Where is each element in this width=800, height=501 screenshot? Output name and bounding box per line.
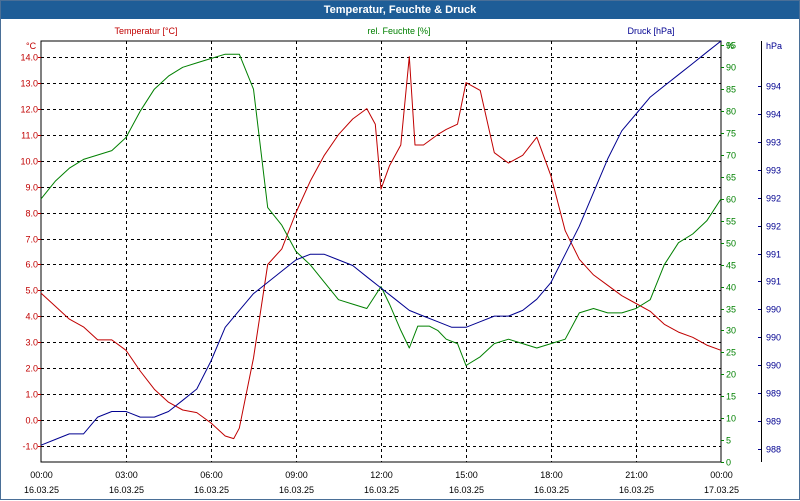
humidity-tick-label: 70	[726, 151, 736, 161]
humidity-tick-label: 80	[726, 107, 736, 117]
temperature-tick-label: 14.0	[20, 53, 38, 63]
x-tick-date: 16.03.25	[194, 485, 229, 495]
humidity-tick-label: 30	[726, 326, 736, 336]
humidity-tick-label: 15	[726, 392, 736, 402]
temperature-tick-label: 10.0	[20, 157, 38, 167]
x-tick-date: 17.03.25	[704, 485, 739, 495]
x-tick-date: 16.03.25	[364, 485, 399, 495]
pressure-tick-label: 993	[766, 138, 781, 148]
temperature-tick-label: 5.0	[25, 286, 38, 296]
x-tick-time: 00:00	[30, 470, 53, 480]
x-tick-date: 16.03.25	[619, 485, 654, 495]
x-tick-date: 16.03.25	[279, 485, 314, 495]
pressure-tick-label: 992	[766, 194, 781, 204]
series-line-humidity	[40, 53, 722, 366]
pressure-tick-label: 989	[766, 417, 781, 427]
temperature-tick-label: 12.0	[20, 105, 38, 115]
temperature-tick-label: 2.0	[25, 364, 38, 374]
pressure-tick-label: 991	[766, 277, 781, 287]
humidity-tick-label: 60	[726, 195, 736, 205]
humidity-tick-label: 20	[726, 370, 736, 380]
x-tick-time: 03:00	[115, 470, 138, 480]
series-line-temperature	[40, 56, 722, 440]
series-title: Temperatur [°C]	[114, 26, 177, 36]
temperature-tick-label: 13.0	[20, 79, 38, 89]
axes	[38, 40, 762, 463]
series-line-pressure	[40, 40, 722, 446]
x-tick-time: 00:00	[710, 470, 733, 480]
grid	[41, 41, 721, 462]
x-axis-tick-labels: 00:00 16.03.25 03:00 16.03.25 06:00 16.03.25 0…	[24, 470, 739, 495]
humidity-tick-label: 55	[726, 217, 736, 227]
humidity-tick-label: 10	[726, 414, 736, 424]
x-tick-time: 09:00	[285, 470, 308, 480]
pressure-tick-label: 989	[766, 389, 781, 399]
temperature-tick-label: 3.0	[25, 338, 38, 348]
humidity-tick-label: 45	[726, 261, 736, 271]
humidity-tick-label: 50	[726, 239, 736, 249]
series-title: Druck [hPa]	[627, 26, 674, 36]
temperature-tick-label: 0.0	[25, 416, 38, 426]
pressure-tick-label: 991	[766, 250, 781, 260]
humidity-tick-label: 35	[726, 305, 736, 315]
x-tick-date: 16.03.25	[534, 485, 569, 495]
humidity-unit-label: %	[726, 41, 734, 51]
humidity-tick-label: 85	[726, 85, 736, 95]
temperature-tick-label: 1.0	[25, 390, 38, 400]
pressure-tick-label: 992	[766, 222, 781, 232]
temperature-tick-label: 4.0	[25, 312, 38, 322]
series-lines	[40, 40, 722, 446]
pressure-tick-label: 993	[766, 166, 781, 176]
window-title: Temperatur, Feuchte & Druck	[1, 1, 799, 19]
x-tick-date: 16.03.25	[24, 485, 59, 495]
x-tick-time: 18:00	[540, 470, 563, 480]
pressure-tick-label: 990	[766, 361, 781, 371]
x-tick-time: 15:00	[455, 470, 478, 480]
humidity-tick-label: 90	[726, 63, 736, 73]
axis-tick-labels: -1.0 0.0 1.0 2.0 3.0 4.0 5.0 6.0 7.0 8.0 9.0 10.0 11…	[20, 41, 781, 468]
temperature-tick-label: 11.0	[21, 131, 38, 141]
pressure-tick-label: 990	[766, 305, 781, 315]
temperature-unit-label: °C	[26, 41, 37, 51]
humidity-tick-label: 0	[726, 458, 731, 468]
x-tick-time: 12:00	[370, 470, 393, 480]
humidity-tick-label: 5	[726, 436, 731, 446]
temperature-tick-label: -1.0	[22, 442, 38, 452]
pressure-tick-label: 994	[766, 82, 781, 92]
pressure-tick-label: 994	[766, 110, 781, 120]
temperature-tick-label: 6.0	[25, 260, 38, 270]
x-tick-date: 16.03.25	[109, 485, 144, 495]
pressure-unit-label: hPa	[766, 41, 782, 51]
series-title: rel. Feuchte [%]	[367, 26, 430, 36]
temperature-tick-label: 7.0	[25, 235, 38, 245]
humidity-tick-label: 75	[726, 129, 736, 139]
humidity-tick-label: 95	[726, 41, 736, 51]
pressure-tick-label: 988	[766, 445, 781, 455]
temperature-tick-label: 8.0	[25, 209, 38, 219]
temperature-tick-label: 9.0	[25, 183, 38, 193]
pressure-tick-label: 990	[766, 333, 781, 343]
humidity-tick-label: 40	[726, 283, 736, 293]
plot-area	[40, 40, 722, 463]
axis-titles: °C% hPa Temperatur [°C] rel. Feuchte [%] Dru…	[26, 26, 782, 51]
x-tick-time: 21:00	[625, 470, 648, 480]
humidity-tick-label: 65	[726, 173, 736, 183]
humidity-tick-label: 25	[726, 348, 736, 358]
x-tick-date: 16.03.25	[449, 485, 484, 495]
x-tick-time: 06:00	[200, 470, 223, 480]
